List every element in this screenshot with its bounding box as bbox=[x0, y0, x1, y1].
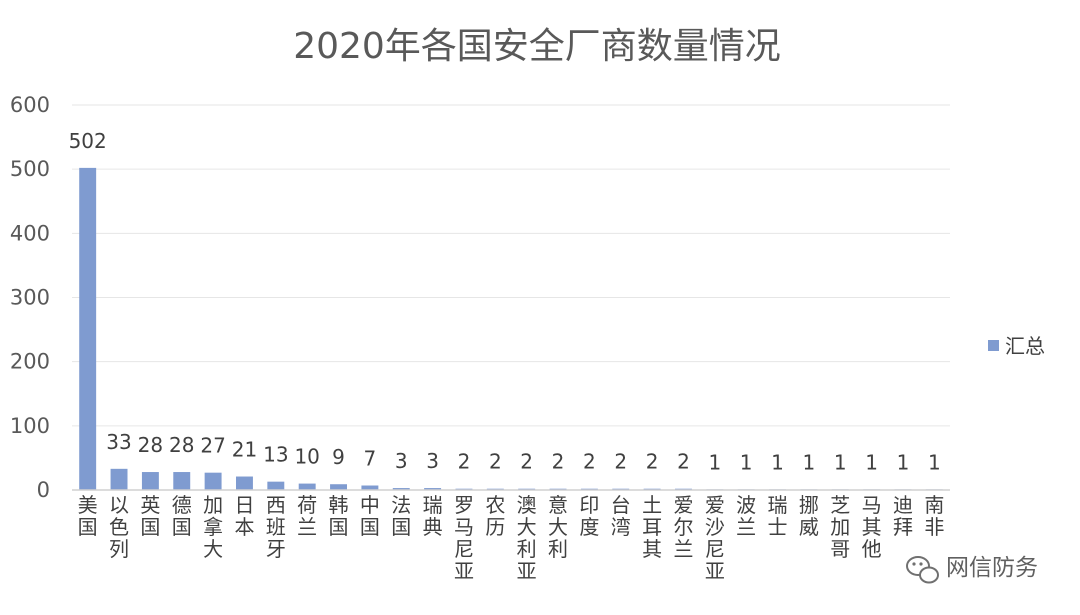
data-label: 2 bbox=[458, 450, 471, 474]
x-category-label: 意大利 bbox=[548, 493, 568, 561]
watermark: 网信防务 bbox=[906, 555, 1038, 584]
y-axis-ticks: 0 100 200 300 400 500 600 bbox=[10, 93, 50, 502]
x-category-label: 韩国 bbox=[329, 493, 349, 539]
data-label: 28 bbox=[169, 433, 194, 457]
data-label: 2 bbox=[489, 450, 502, 474]
x-category-label: 台湾 bbox=[611, 493, 631, 539]
chart-title: 2020年各国安全厂商数量情况 bbox=[293, 26, 781, 67]
bar bbox=[173, 472, 191, 490]
y-tick-label: 100 bbox=[10, 414, 50, 438]
data-label: 2 bbox=[583, 450, 596, 474]
data-label: 1 bbox=[803, 450, 816, 474]
x-category-label: 法国 bbox=[391, 493, 411, 539]
x-category-label: 马其他 bbox=[862, 493, 882, 561]
data-label: 1 bbox=[740, 450, 753, 474]
data-label: 7 bbox=[364, 447, 377, 471]
data-label: 2 bbox=[646, 450, 659, 474]
x-category-label: 澳大利亚 bbox=[517, 493, 537, 583]
data-label: 1 bbox=[865, 450, 878, 474]
legend-swatch bbox=[988, 340, 999, 351]
data-label: 13 bbox=[263, 443, 288, 467]
data-label: 2 bbox=[552, 450, 565, 474]
y-tick-label: 400 bbox=[10, 221, 50, 245]
data-label: 10 bbox=[294, 445, 319, 469]
x-category-label: 迪拜 bbox=[893, 493, 913, 539]
bar bbox=[110, 468, 128, 490]
data-label: 21 bbox=[232, 438, 257, 462]
x-category-label: 印度 bbox=[579, 493, 599, 539]
bar bbox=[330, 484, 348, 490]
x-category-label: 荷兰 bbox=[297, 493, 317, 539]
data-label: 2 bbox=[677, 450, 690, 474]
x-category-label: 农历 bbox=[485, 493, 505, 539]
y-tick-label: 500 bbox=[10, 157, 50, 181]
legend: 汇总 bbox=[988, 334, 1045, 358]
data-label: 1 bbox=[771, 450, 784, 474]
x-axis-categories: 美国以色列英国德国加拿大日本西班牙荷兰韩国中国法国瑞典罗马尼亚农历澳大利亚意大利… bbox=[78, 493, 945, 583]
y-tick-label: 0 bbox=[37, 478, 50, 502]
x-category-label: 美国 bbox=[78, 493, 98, 539]
data-label: 1 bbox=[928, 450, 941, 474]
x-category-label: 芝加哥 bbox=[830, 493, 850, 561]
x-category-label: 德国 bbox=[172, 493, 192, 539]
data-label: 1 bbox=[897, 450, 910, 474]
wechat-icon bbox=[906, 556, 939, 584]
y-tick-label: 300 bbox=[10, 286, 50, 310]
x-category-label: 英国 bbox=[140, 493, 160, 539]
bar bbox=[79, 167, 97, 490]
bar bbox=[298, 483, 316, 490]
data-label: 1 bbox=[834, 450, 847, 474]
bar bbox=[424, 488, 442, 490]
legend-label: 汇总 bbox=[1005, 334, 1045, 358]
bar bbox=[141, 472, 159, 490]
data-label: 3 bbox=[395, 449, 408, 473]
y-tick-label: 600 bbox=[10, 93, 50, 117]
bar bbox=[235, 476, 253, 490]
x-category-label: 加拿大 bbox=[203, 493, 223, 561]
x-category-label: 南非 bbox=[924, 493, 944, 539]
x-category-label: 中国 bbox=[360, 493, 380, 539]
x-category-label: 爱沙尼亚 bbox=[705, 493, 725, 583]
x-category-label: 挪威 bbox=[799, 493, 819, 539]
x-category-label: 日本 bbox=[234, 493, 254, 539]
x-category-label: 爱尔兰 bbox=[673, 493, 693, 561]
data-label: 3 bbox=[426, 449, 439, 473]
bar bbox=[361, 485, 379, 490]
data-label: 33 bbox=[106, 430, 131, 454]
x-category-label: 波兰 bbox=[736, 493, 756, 539]
x-category-label: 罗马尼亚 bbox=[454, 493, 474, 583]
data-label: 9 bbox=[332, 445, 345, 469]
data-label: 502 bbox=[69, 129, 107, 153]
gridlines bbox=[72, 104, 950, 427]
x-category-label: 土耳其 bbox=[642, 493, 662, 561]
y-tick-label: 200 bbox=[10, 350, 50, 374]
data-label: 2 bbox=[614, 450, 627, 474]
data-label: 28 bbox=[138, 433, 163, 457]
x-category-label: 瑞士 bbox=[768, 493, 788, 539]
bar bbox=[267, 481, 285, 490]
bar bbox=[392, 488, 410, 490]
bar bbox=[204, 472, 222, 490]
x-category-label: 西班牙 bbox=[266, 493, 286, 561]
x-category-label: 以色列 bbox=[109, 493, 129, 561]
data-label: 1 bbox=[708, 450, 721, 474]
x-category-label: 瑞典 bbox=[423, 493, 443, 539]
data-label: 2 bbox=[520, 450, 533, 474]
watermark-text: 网信防务 bbox=[946, 555, 1038, 581]
data-label: 27 bbox=[200, 434, 225, 458]
